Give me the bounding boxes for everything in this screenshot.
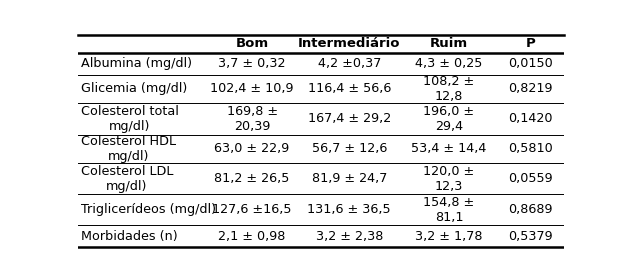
Text: 120,0 ±
12,3: 120,0 ± 12,3 bbox=[423, 165, 475, 193]
Text: Colesterol total
mg/dl): Colesterol total mg/dl) bbox=[81, 105, 179, 133]
Text: 81,9 ± 24,7: 81,9 ± 24,7 bbox=[312, 172, 387, 185]
Text: 0,0150: 0,0150 bbox=[508, 57, 552, 70]
Text: 116,4 ± 56,6: 116,4 ± 56,6 bbox=[308, 82, 391, 95]
Text: Ruim: Ruim bbox=[430, 37, 468, 50]
Text: Triglicerídeos (mg/dl): Triglicerídeos (mg/dl) bbox=[81, 203, 216, 216]
Text: 0,5379: 0,5379 bbox=[508, 230, 552, 242]
Text: Colesterol LDL
mg/dl): Colesterol LDL mg/dl) bbox=[81, 165, 173, 193]
Text: 0,8219: 0,8219 bbox=[508, 82, 552, 95]
Text: Colesterol HDL
mg/dl): Colesterol HDL mg/dl) bbox=[81, 135, 176, 163]
Text: 0,5810: 0,5810 bbox=[508, 142, 552, 155]
Text: 0,0559: 0,0559 bbox=[508, 172, 552, 185]
Text: 4,3 ± 0,25: 4,3 ± 0,25 bbox=[415, 57, 483, 70]
Text: 81,2 ± 26,5: 81,2 ± 26,5 bbox=[214, 172, 290, 185]
Text: 4,2 ±0,37: 4,2 ±0,37 bbox=[318, 57, 381, 70]
Text: 3,7 ± 0,32: 3,7 ± 0,32 bbox=[218, 57, 286, 70]
Text: P: P bbox=[525, 37, 535, 50]
Text: 102,4 ± 10,9: 102,4 ± 10,9 bbox=[210, 82, 294, 95]
Text: 127,6 ±16,5: 127,6 ±16,5 bbox=[213, 203, 292, 216]
Text: 167,4 ± 29,2: 167,4 ± 29,2 bbox=[308, 112, 391, 125]
Text: Intermediário: Intermediário bbox=[298, 37, 401, 50]
Text: 196,0 ±
29,4: 196,0 ± 29,4 bbox=[423, 105, 475, 133]
Text: 3,2 ± 2,38: 3,2 ± 2,38 bbox=[315, 230, 383, 242]
Text: 53,4 ± 14,4: 53,4 ± 14,4 bbox=[411, 142, 487, 155]
Text: 0,8689: 0,8689 bbox=[508, 203, 552, 216]
Text: 3,2 ± 1,78: 3,2 ± 1,78 bbox=[415, 230, 483, 242]
Text: 0,1420: 0,1420 bbox=[508, 112, 552, 125]
Text: Albumina (mg/dl): Albumina (mg/dl) bbox=[81, 57, 192, 70]
Text: 169,8 ±
20,39: 169,8 ± 20,39 bbox=[226, 105, 278, 133]
Text: Morbidades (n): Morbidades (n) bbox=[81, 230, 177, 242]
Text: 108,2 ±
12,8: 108,2 ± 12,8 bbox=[423, 75, 475, 103]
Text: 56,7 ± 12,6: 56,7 ± 12,6 bbox=[312, 142, 387, 155]
Text: 63,0 ± 22,9: 63,0 ± 22,9 bbox=[214, 142, 290, 155]
Text: Glicemia (mg/dl): Glicemia (mg/dl) bbox=[81, 82, 187, 95]
Text: 131,6 ± 36,5: 131,6 ± 36,5 bbox=[307, 203, 391, 216]
Text: 154,8 ±
81,1: 154,8 ± 81,1 bbox=[423, 196, 475, 224]
Text: 2,1 ± 0,98: 2,1 ± 0,98 bbox=[218, 230, 286, 242]
Text: Bom: Bom bbox=[236, 37, 268, 50]
